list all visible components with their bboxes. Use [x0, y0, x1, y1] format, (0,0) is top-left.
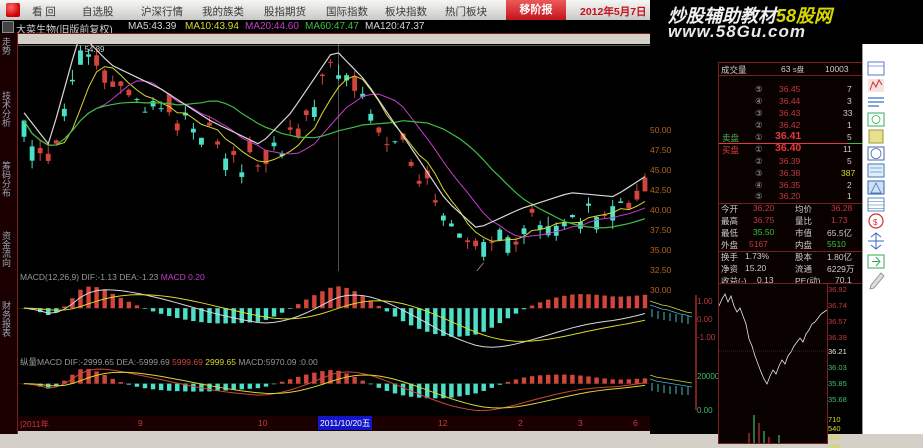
svg-text:$: $ [873, 218, 878, 227]
svg-text:54.89: 54.89 [84, 45, 105, 54]
